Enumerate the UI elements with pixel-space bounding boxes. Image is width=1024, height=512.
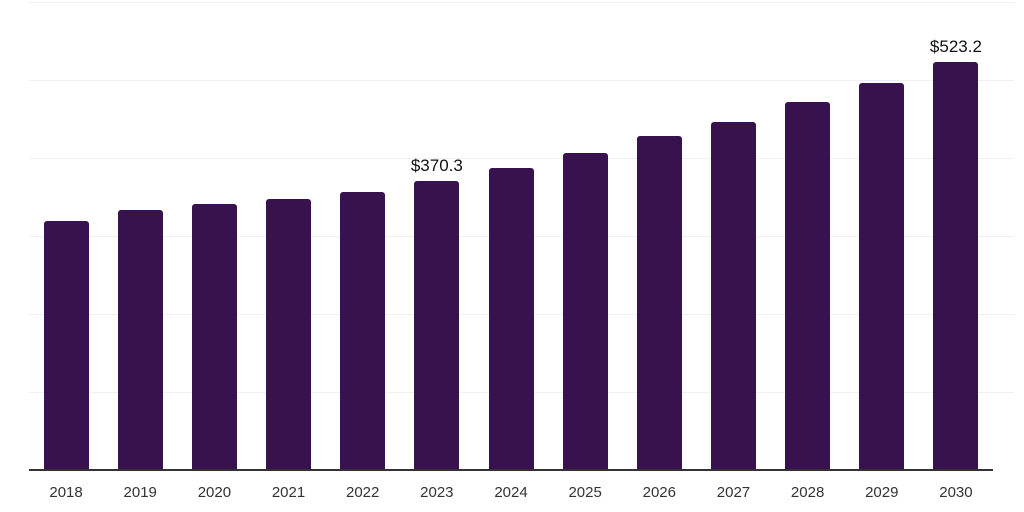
bar-2019 bbox=[117, 209, 163, 470]
x-tick-label-2021: 2021 bbox=[271, 484, 306, 501]
bar-2022 bbox=[340, 192, 386, 470]
x-tick-label-2028: 2028 bbox=[790, 484, 825, 501]
bar-2030 bbox=[933, 61, 979, 470]
gridline-500 bbox=[29, 80, 1014, 81]
bar-2026 bbox=[636, 136, 682, 470]
data-label-2023: $370.3 bbox=[410, 156, 463, 176]
x-tick-label-2027: 2027 bbox=[716, 484, 751, 501]
x-tick-label-2030: 2030 bbox=[939, 484, 973, 501]
bar-2018 bbox=[43, 221, 89, 470]
x-tick-label-2026: 2026 bbox=[642, 484, 676, 501]
bar-2027 bbox=[710, 121, 756, 470]
x-tick-label-2025: 2025 bbox=[568, 484, 602, 501]
x-axis-line bbox=[29, 469, 993, 471]
x-tick-label-2029: 2029 bbox=[865, 484, 899, 501]
bar-2023 bbox=[414, 181, 460, 470]
x-tick-label-2023: 2023 bbox=[420, 484, 454, 501]
x-tick-label-2019: 2019 bbox=[123, 484, 157, 501]
bar-2025 bbox=[562, 152, 608, 470]
x-tick-label-2018: 2018 bbox=[49, 484, 83, 501]
bar-2020 bbox=[191, 203, 237, 470]
bar-2029 bbox=[859, 83, 905, 470]
bar-2021 bbox=[266, 199, 312, 470]
x-tick-label-2024: 2024 bbox=[494, 484, 528, 501]
data-label-2030: $523.2 bbox=[929, 36, 982, 56]
x-tick-label-2020: 2020 bbox=[197, 484, 232, 501]
bar-2028 bbox=[785, 102, 831, 470]
gridline-600 bbox=[29, 2, 1014, 3]
gridline-400 bbox=[29, 158, 1014, 159]
x-tick-label-2022: 2022 bbox=[346, 484, 380, 501]
bar-2024 bbox=[488, 168, 534, 470]
